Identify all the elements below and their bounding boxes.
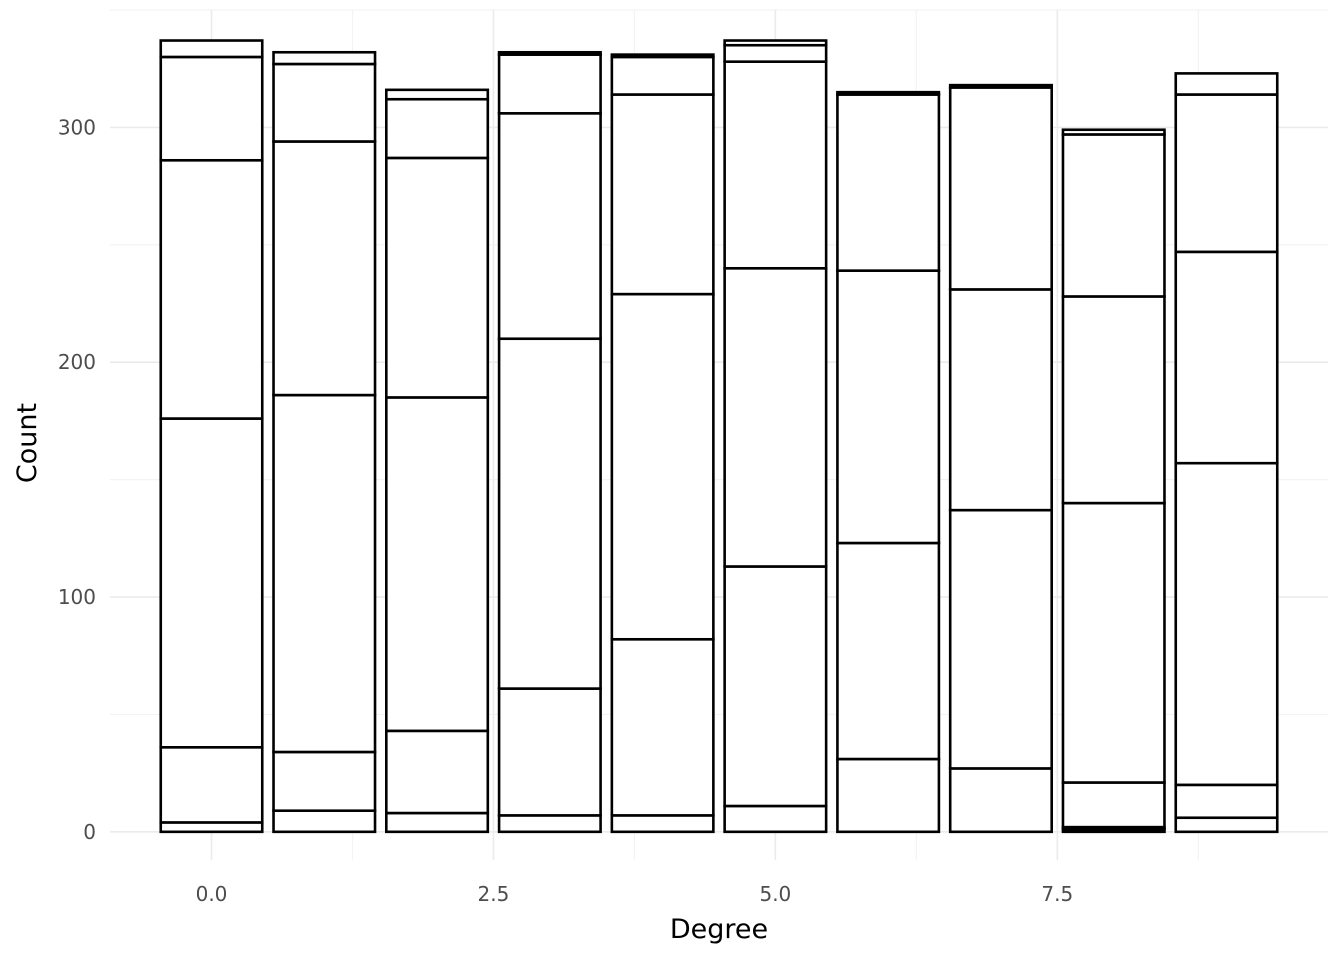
y-tick-label: 300 bbox=[58, 115, 96, 139]
bar-segment bbox=[836, 90, 941, 96]
x-tick-label: 5.0 bbox=[759, 882, 791, 906]
bar-segment bbox=[610, 637, 715, 817]
bar-segment bbox=[272, 140, 377, 397]
x-axis-title: Degree bbox=[670, 914, 768, 945]
x-tick-label: 2.5 bbox=[478, 882, 510, 906]
bar-segment bbox=[948, 288, 1053, 512]
bar-stack bbox=[836, 90, 941, 834]
bar-stack bbox=[272, 50, 377, 834]
bar-stack bbox=[159, 39, 264, 834]
bar-segment bbox=[385, 156, 490, 399]
x-tick-label: 0.0 bbox=[196, 882, 228, 906]
bar-stack bbox=[1174, 72, 1279, 834]
bar-stack bbox=[1061, 128, 1166, 834]
bar-segment bbox=[610, 55, 715, 96]
bar-segment bbox=[1061, 501, 1166, 784]
bar-segment bbox=[1174, 816, 1279, 834]
bar-segment bbox=[1061, 133, 1166, 298]
bar-segment bbox=[948, 508, 1053, 770]
x-axis-ticks: 0.0 2.5 5.0 7.5 bbox=[196, 882, 1074, 906]
bar-segment bbox=[1061, 128, 1166, 136]
bar-segment bbox=[610, 814, 715, 834]
bar-segment bbox=[272, 50, 377, 66]
x-tick-label: 7.5 bbox=[1041, 882, 1073, 906]
bar-stack bbox=[497, 50, 602, 834]
bar-segment bbox=[1061, 295, 1166, 505]
bar-segment bbox=[723, 266, 828, 568]
bar-segment bbox=[497, 337, 602, 690]
bar-segment bbox=[272, 62, 377, 143]
bar-segment bbox=[836, 757, 941, 834]
bar-segment bbox=[948, 83, 1053, 89]
bars bbox=[159, 39, 1279, 834]
bar-stack bbox=[948, 83, 1053, 834]
bar-segment bbox=[1174, 93, 1279, 254]
bar-stack bbox=[723, 39, 828, 834]
y-tick-label: 100 bbox=[58, 585, 96, 609]
bar-segment bbox=[1174, 461, 1279, 787]
bar-segment bbox=[1174, 72, 1279, 96]
bar-segment bbox=[948, 767, 1053, 834]
bar-segment bbox=[159, 158, 264, 420]
bar-segment bbox=[1174, 783, 1279, 820]
bar-segment bbox=[497, 53, 602, 115]
bar-segment bbox=[272, 809, 377, 834]
bar-segment bbox=[1061, 781, 1166, 829]
bar-segment bbox=[497, 814, 602, 834]
bar-stack bbox=[610, 53, 715, 834]
bar-segment bbox=[836, 541, 941, 761]
bar-segment bbox=[723, 60, 828, 270]
bar-segment bbox=[385, 97, 490, 160]
bar-segment bbox=[159, 417, 264, 749]
bar-segment bbox=[159, 821, 264, 834]
bar-segment bbox=[948, 86, 1053, 291]
bar-segment bbox=[836, 269, 941, 545]
y-tick-label: 0 bbox=[83, 820, 96, 844]
bar-segment bbox=[836, 93, 941, 272]
y-tick-label: 200 bbox=[58, 350, 96, 374]
bar-segment bbox=[385, 88, 490, 101]
bar-segment bbox=[385, 729, 490, 815]
bar-segment bbox=[723, 39, 828, 47]
y-axis-title: Count bbox=[12, 403, 43, 483]
bar-segment bbox=[610, 292, 715, 641]
bar-segment bbox=[159, 745, 264, 824]
y-axis-ticks: 0 100 200 300 bbox=[58, 115, 96, 843]
bar-segment bbox=[723, 565, 828, 808]
bar-stack bbox=[385, 88, 490, 834]
bar-segment bbox=[272, 393, 377, 754]
bar-segment bbox=[497, 50, 602, 56]
bar-segment bbox=[1174, 250, 1279, 465]
bar-segment bbox=[610, 93, 715, 296]
bar-segment bbox=[385, 811, 490, 834]
bar-segment bbox=[610, 53, 715, 59]
bar-segment bbox=[723, 804, 828, 834]
bar-segment bbox=[497, 687, 602, 817]
bar-segment bbox=[159, 55, 264, 162]
bar-segment bbox=[497, 112, 602, 341]
bar-segment bbox=[159, 39, 264, 59]
bar-segment bbox=[385, 396, 490, 733]
bar-segment bbox=[272, 750, 377, 812]
bar-segment bbox=[723, 43, 828, 63]
